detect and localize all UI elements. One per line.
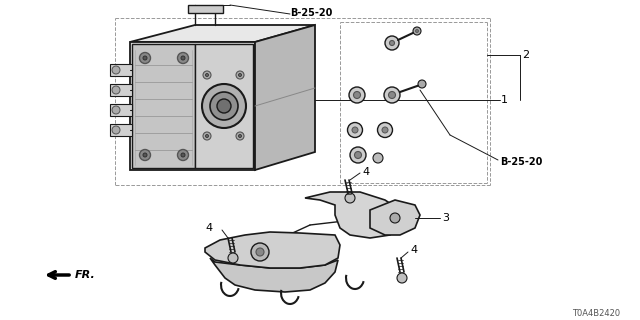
Circle shape xyxy=(181,56,185,60)
Circle shape xyxy=(397,273,407,283)
Circle shape xyxy=(177,149,189,161)
Bar xyxy=(188,5,223,13)
Circle shape xyxy=(350,147,366,163)
Text: FR.: FR. xyxy=(75,270,96,280)
Circle shape xyxy=(239,134,241,138)
Text: 4: 4 xyxy=(206,223,213,233)
Text: 3: 3 xyxy=(442,213,449,223)
Circle shape xyxy=(384,87,400,103)
Circle shape xyxy=(355,151,362,158)
Circle shape xyxy=(181,153,185,157)
Circle shape xyxy=(388,92,396,99)
Circle shape xyxy=(390,41,394,45)
Circle shape xyxy=(353,92,360,99)
Polygon shape xyxy=(305,192,400,238)
Circle shape xyxy=(373,153,383,163)
Bar xyxy=(110,64,132,76)
Circle shape xyxy=(210,92,238,120)
Circle shape xyxy=(236,71,244,79)
Circle shape xyxy=(143,56,147,60)
Bar xyxy=(110,84,132,96)
Circle shape xyxy=(413,27,421,35)
Bar xyxy=(110,124,132,136)
Circle shape xyxy=(382,127,388,133)
Circle shape xyxy=(112,126,120,134)
Text: 4: 4 xyxy=(362,167,369,177)
Circle shape xyxy=(352,127,358,133)
Circle shape xyxy=(140,52,150,63)
Polygon shape xyxy=(130,25,315,42)
Circle shape xyxy=(143,153,147,157)
Circle shape xyxy=(140,149,150,161)
Circle shape xyxy=(203,132,211,140)
Polygon shape xyxy=(205,232,340,268)
Polygon shape xyxy=(210,258,338,292)
Circle shape xyxy=(378,123,392,138)
Circle shape xyxy=(345,193,355,203)
Circle shape xyxy=(418,80,426,88)
Circle shape xyxy=(239,74,241,76)
Polygon shape xyxy=(195,44,253,168)
Circle shape xyxy=(251,243,269,261)
Circle shape xyxy=(217,99,231,113)
Circle shape xyxy=(385,36,399,50)
Circle shape xyxy=(205,74,209,76)
Circle shape xyxy=(236,132,244,140)
Circle shape xyxy=(415,29,419,33)
Polygon shape xyxy=(132,44,195,168)
Text: 4: 4 xyxy=(410,245,417,255)
Polygon shape xyxy=(255,25,315,170)
Circle shape xyxy=(112,66,120,74)
Circle shape xyxy=(112,106,120,114)
Text: 1: 1 xyxy=(501,95,508,105)
Circle shape xyxy=(202,84,246,128)
Circle shape xyxy=(203,71,211,79)
Bar xyxy=(110,104,132,116)
Polygon shape xyxy=(370,200,420,235)
Circle shape xyxy=(112,86,120,94)
Polygon shape xyxy=(130,42,255,170)
Text: B-25-20: B-25-20 xyxy=(500,157,542,167)
Text: B-25-20: B-25-20 xyxy=(290,8,332,18)
Circle shape xyxy=(390,213,400,223)
Circle shape xyxy=(256,248,264,256)
Text: T0A4B2420: T0A4B2420 xyxy=(572,308,620,317)
Circle shape xyxy=(228,253,238,263)
Circle shape xyxy=(177,52,189,63)
Circle shape xyxy=(349,87,365,103)
Circle shape xyxy=(348,123,362,138)
Text: 2: 2 xyxy=(522,50,529,60)
Circle shape xyxy=(205,134,209,138)
